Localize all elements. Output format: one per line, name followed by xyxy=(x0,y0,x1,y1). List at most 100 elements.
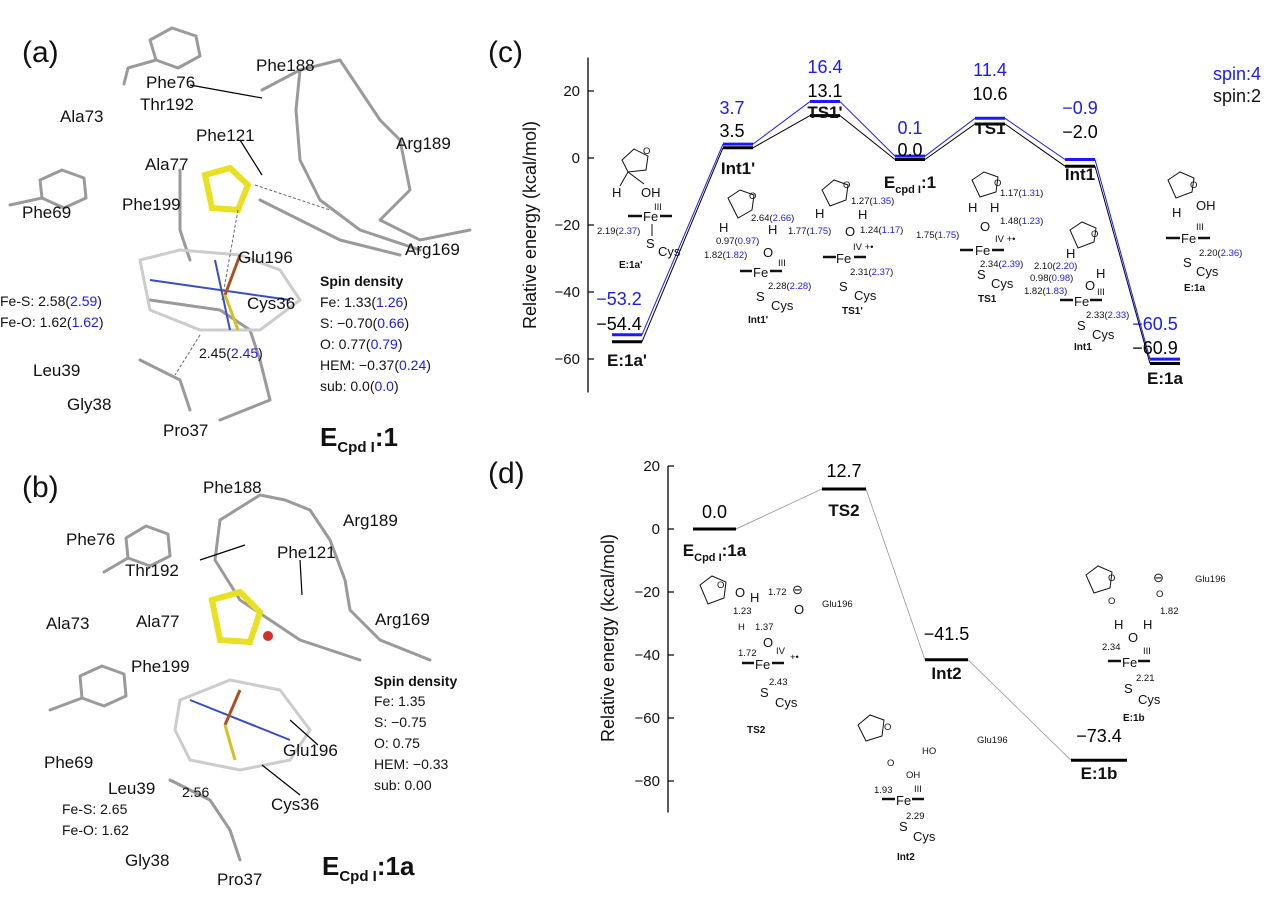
residue-label: Phe69 xyxy=(22,203,71,222)
inset-label: E:1a' xyxy=(619,260,643,271)
inset-text: III xyxy=(778,258,786,269)
inset-text: O xyxy=(1091,229,1098,240)
state-label: Int1' xyxy=(721,159,755,178)
inset-text: O xyxy=(980,219,990,234)
residue-label: Pro37 xyxy=(217,870,262,889)
inset-ts2: O O H 1.72 ⊖ O Glu196 1.23 H 1.37 O 1.72… xyxy=(699,575,853,736)
inset-text: S xyxy=(646,236,655,251)
inset-text: S xyxy=(1077,318,1086,333)
inset-text: O xyxy=(1108,573,1115,584)
inset-text: Fe xyxy=(1122,655,1137,670)
inset-text: S xyxy=(977,267,986,282)
panel-b-title: ECpd I:1a xyxy=(322,851,415,885)
inset-text: 1.24(1.17) xyxy=(860,225,903,236)
spin-density-s: S: −0.75 xyxy=(374,714,427,730)
inset-text: Cys xyxy=(771,298,794,313)
inset-text: 2.34(2.39) xyxy=(980,259,1023,270)
inset-text: 0.97(0.97) xyxy=(716,236,759,247)
y-axis-label: Relative energy (kcal/mol) xyxy=(520,121,540,329)
inset-text: Glu196 xyxy=(822,599,853,610)
energy-value-label: 3.5 xyxy=(719,121,744,141)
inset-text: III xyxy=(1196,222,1204,233)
energy-value-label: 0.0 xyxy=(702,502,727,522)
inset-e1b: O O ⊖ Glu196 O 1.82 H H O 2.34 III Fe 2.… xyxy=(1085,565,1226,724)
inset-text: H xyxy=(750,590,759,605)
inset-text: H xyxy=(815,206,824,221)
inset-text: S xyxy=(1183,255,1192,270)
inset-text: 2.28(2.28) xyxy=(768,281,811,292)
residue-label: Phe121 xyxy=(277,543,336,562)
y-tick-label: 0 xyxy=(572,150,580,167)
y-tick-label: −60 xyxy=(555,351,580,368)
inset-text: III xyxy=(914,784,922,795)
inset-text: O xyxy=(1128,630,1138,645)
energy-value-label: 10.6 xyxy=(972,84,1007,104)
connector-line xyxy=(752,115,811,149)
inset-text: H xyxy=(1172,205,1181,220)
inset-text: H xyxy=(719,220,728,235)
inset-e1a: O H OH III Fe 2.20(2.36) S Cys E:1a xyxy=(1166,171,1242,294)
inset-text: S xyxy=(1124,681,1133,696)
panel-b-label: (b) xyxy=(22,471,59,504)
inset-text: Cys xyxy=(854,288,877,303)
panel-a-title: ECpd I:1 xyxy=(320,422,398,456)
connector-line xyxy=(924,123,976,160)
inset-text: 2.31(2.37) xyxy=(850,267,893,278)
inset-text: +• xyxy=(790,652,799,663)
connector-line xyxy=(1004,123,1066,167)
residue-label: Phe76 xyxy=(146,73,195,92)
inset-text: Cys xyxy=(913,829,936,844)
inset-text: 2.64(2.66) xyxy=(751,213,794,224)
inset-text: 1.77(1.75) xyxy=(788,226,831,237)
connector-line xyxy=(735,488,823,530)
atom-label: H xyxy=(612,185,621,200)
state-label: Ecpd I:1 xyxy=(884,173,936,196)
inset-text: Glu196 xyxy=(977,735,1008,746)
state-label: TS1' xyxy=(807,103,842,122)
fe-o-distance: Fe-O: 1.62(1.62) xyxy=(0,314,104,330)
residue-label: Arg169 xyxy=(405,240,460,259)
inset-text: H xyxy=(1114,617,1123,632)
inset-text: III xyxy=(1143,646,1151,657)
inset-text: III xyxy=(654,202,662,213)
state-label: Int1 xyxy=(1065,165,1095,184)
residue-label: Pro37 xyxy=(163,421,208,440)
inset-text: H xyxy=(768,222,777,237)
state-label: TS1 xyxy=(974,119,1005,138)
connector-line xyxy=(839,115,896,160)
connector-line xyxy=(641,143,724,335)
connector-line xyxy=(1094,159,1151,360)
inset-text: 1.23 xyxy=(733,606,752,617)
energy-value-label: −0.9 xyxy=(1062,98,1098,118)
inset-text: Cys xyxy=(658,244,681,259)
inset-text: OH xyxy=(1196,198,1216,213)
inset-text: Fe xyxy=(755,657,770,672)
inset-text: O xyxy=(843,180,850,191)
residue-label: Phe188 xyxy=(256,56,315,75)
spin-density-hem: HEM: −0.37(0.24) xyxy=(320,357,431,373)
energy-value-label: 11.4 xyxy=(973,60,1007,80)
inset-text: S xyxy=(839,279,848,294)
inset-label: E:1b xyxy=(1123,713,1145,724)
state-label: TS2 xyxy=(828,501,859,520)
inset-text: Fe xyxy=(975,243,990,258)
panel-b: (b) Phe188 Phe76 Arg189 Thr192 Phe121 Al… xyxy=(22,471,457,889)
connector-line xyxy=(865,488,926,660)
inset-text: Fe xyxy=(896,793,911,808)
inset-text: Fe xyxy=(836,251,851,266)
residue-label: Ala77 xyxy=(145,155,188,174)
connector-line xyxy=(1004,117,1066,160)
inset-ts1: O 1.17(1.31) H H 1.48(1.23) 1.75(1.75) O… xyxy=(916,171,1043,305)
inset-text: 2.43 xyxy=(769,677,788,688)
residue-label: Ala73 xyxy=(60,107,103,126)
inset-label: Int1' xyxy=(748,315,768,326)
inset-text: 2.20(2.36) xyxy=(1199,248,1242,259)
spin-density-title: Spin density xyxy=(374,673,457,689)
inset-text: O xyxy=(794,602,804,617)
inset-text: O xyxy=(994,178,1001,189)
inset-text: 1.75(1.75) xyxy=(916,230,959,241)
energy-value-label: 16.4 xyxy=(807,57,842,77)
residue-label: Thr192 xyxy=(140,95,194,114)
energy-value-label: −2.0 xyxy=(1062,122,1098,142)
